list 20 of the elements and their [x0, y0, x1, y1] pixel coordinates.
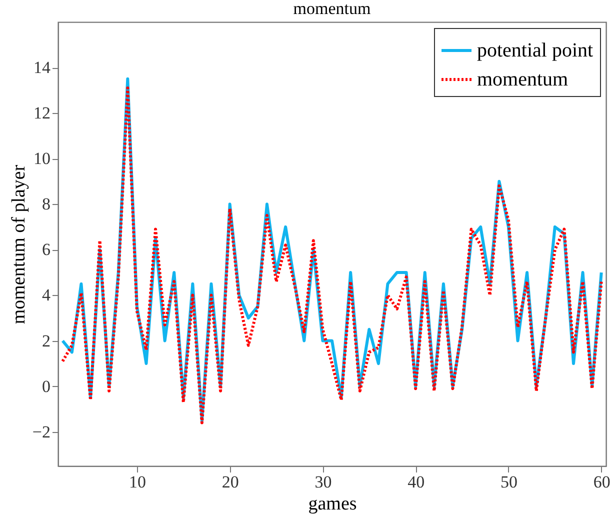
- y-tick-label: 4: [42, 286, 51, 305]
- y-axis-title: momentum of player: [8, 164, 30, 324]
- legend-label: potential point: [477, 40, 594, 62]
- y-tick-label: 8: [42, 194, 50, 214]
- x-tick-label: 50: [500, 472, 518, 492]
- x-tick-label: 60: [593, 472, 610, 492]
- y-tick-label: 2: [42, 331, 50, 350]
- x-tick-label: 40: [408, 472, 425, 492]
- x-tick-label: 10: [128, 472, 146, 492]
- legend-label: momentum: [477, 68, 569, 90]
- y-tick-label: 6: [42, 240, 50, 260]
- y-tick-label: 0: [42, 376, 50, 396]
- y-tick-label: 12: [34, 104, 50, 123]
- y-tick-label: 10: [34, 149, 50, 168]
- x-axis-title: games: [308, 494, 357, 514]
- x-tick-label: 30: [314, 472, 332, 492]
- x-tick-label: 20: [222, 472, 239, 492]
- y-tick-label: 14: [34, 58, 51, 78]
- y-tick-label: −2: [32, 422, 50, 442]
- chart-title: momentum: [293, 0, 371, 18]
